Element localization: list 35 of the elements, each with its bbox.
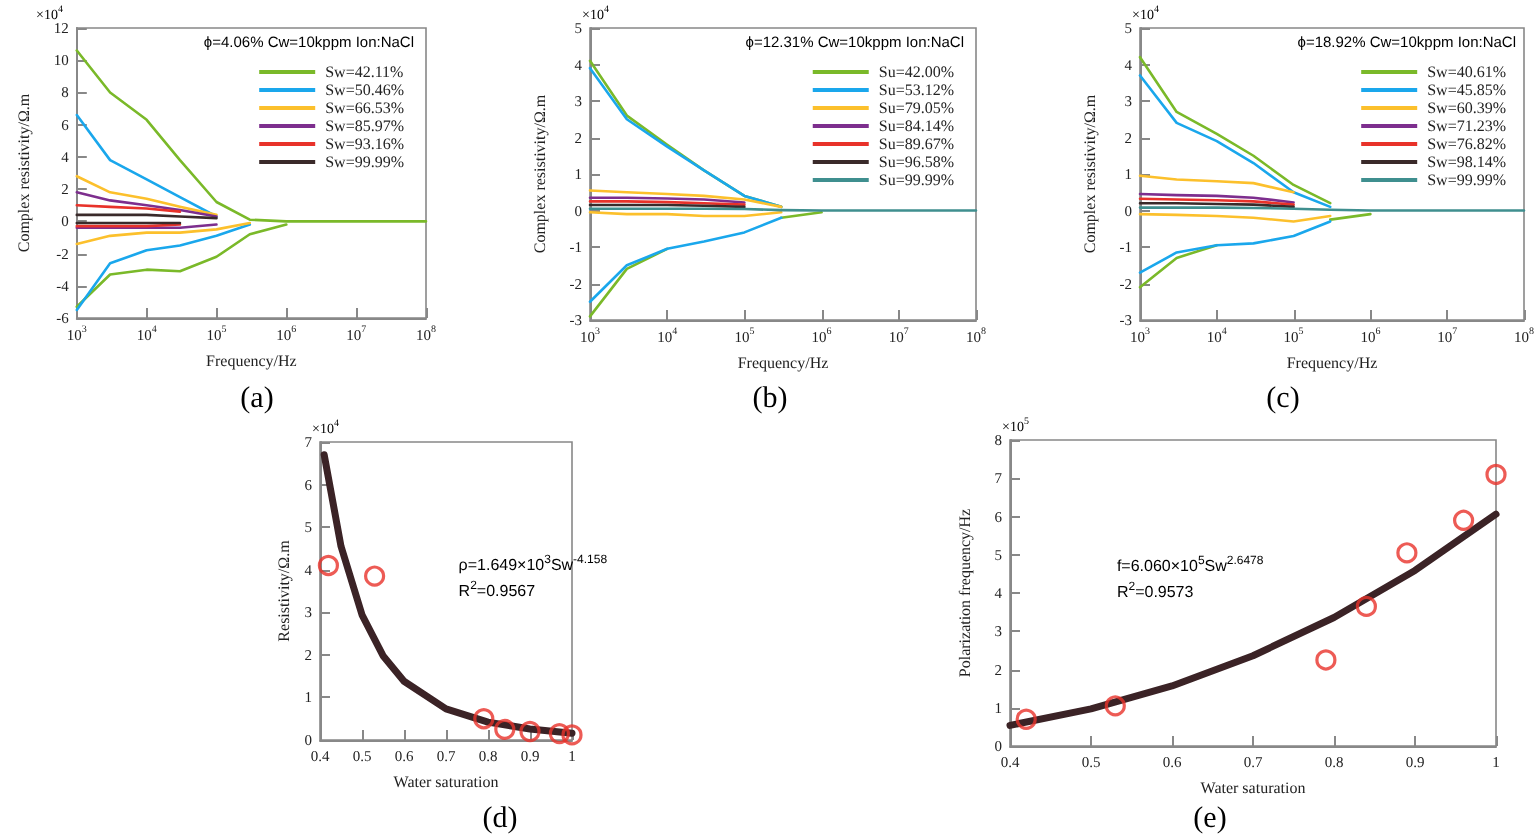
y-axis-title: Resistivity/Ω.m bbox=[275, 538, 293, 642]
y-axis-title: Polarization frequency/Hz bbox=[955, 507, 974, 678]
text: (b) bbox=[752, 383, 788, 415]
legend-label: Su=99.99% bbox=[878, 171, 955, 189]
legend-label: Sw=71.23% bbox=[1427, 117, 1507, 135]
legend-label: Su=89.67% bbox=[878, 135, 955, 153]
legend-label: Sw=76.82% bbox=[1427, 135, 1507, 153]
y-axis-title: Complex resistivity/Ω.m bbox=[1080, 93, 1099, 254]
legend-label: Sw=93.16% bbox=[325, 135, 405, 153]
legend-label: Sw=99.99% bbox=[325, 153, 405, 171]
legend-label: Su=84.14% bbox=[878, 117, 955, 135]
x-axis-title: Water saturation bbox=[393, 772, 499, 791]
text: (a) bbox=[240, 383, 274, 415]
x-axis-title: Water saturation bbox=[1200, 778, 1306, 797]
legend-label: Sw=40.61% bbox=[1427, 63, 1507, 81]
legend-label: Sw=98.14% bbox=[1427, 153, 1507, 171]
text: (d) bbox=[482, 803, 518, 834]
legend-label: Sw=42.11% bbox=[325, 63, 405, 81]
legend-label: Sw=60.39% bbox=[1427, 99, 1507, 117]
legend-label: Sw=50.46% bbox=[325, 81, 405, 99]
legend-label: Su=42.00% bbox=[878, 63, 955, 81]
legend-label: Su=53.12% bbox=[878, 81, 955, 99]
legend-label: Sw=85.97% bbox=[325, 117, 405, 135]
y-axis-title: Complex resistivity/Ω.m bbox=[530, 93, 549, 254]
legend-label: Su=79.05% bbox=[878, 99, 955, 117]
legend-label: Sw=66.53% bbox=[325, 99, 405, 117]
legend-label: Su=96.58% bbox=[878, 153, 955, 171]
text: (e) bbox=[1193, 803, 1227, 834]
x-axis-title: Frequency/Hz bbox=[737, 353, 830, 372]
x-axis-title: Frequency/Hz bbox=[206, 351, 298, 370]
text: (c) bbox=[1266, 383, 1300, 415]
x-axis-title: Frequency/Hz bbox=[1286, 353, 1379, 372]
y-axis-title: Complex resistivity/Ω.m bbox=[15, 92, 33, 253]
legend-label: Sw=99.99% bbox=[1427, 171, 1507, 189]
legend-label: Sw=45.85% bbox=[1427, 81, 1507, 99]
